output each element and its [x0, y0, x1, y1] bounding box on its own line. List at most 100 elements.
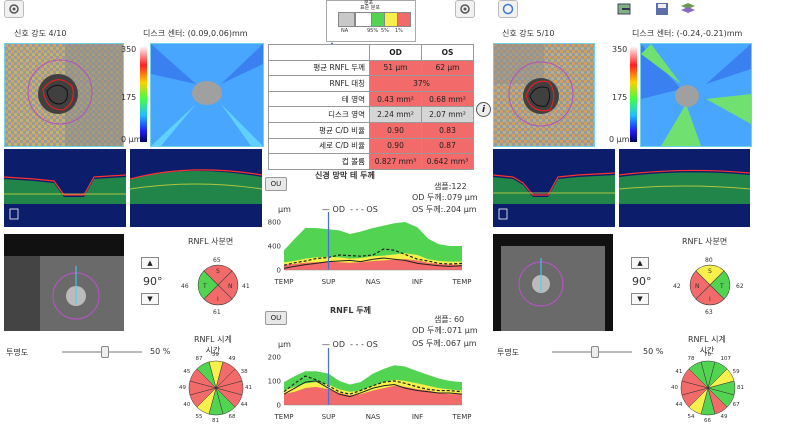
right-bscan-vertical[interactable]	[619, 149, 750, 227]
right-clock-value: 40	[671, 385, 678, 391]
right-thickness-colorbar	[630, 46, 637, 142]
row-od: 0.827 mm³	[369, 153, 422, 170]
left-signal-strength: 신호 강도 4/10	[14, 29, 67, 38]
table-row: 테 영역 0.43 mm² 0.68 mm²	[268, 90, 474, 108]
chart1-os-thickness: OS 두께:.204 µm	[412, 205, 477, 214]
layers-icon	[681, 3, 695, 13]
left-bscan-horizontal[interactable]	[4, 149, 126, 227]
legend-label-5: 5%	[381, 28, 389, 34]
right-disc-center: 디스크 센터: (-0.24,-0.21)mm	[632, 29, 743, 38]
parameters-table: OD OS 평균 RNFL 두께 51 µm 62 µm RNFL 대칭 37%…	[268, 44, 474, 170]
chart1-samples: 샘플:122	[434, 182, 467, 191]
save-button[interactable]	[652, 0, 672, 18]
right-scale-min: 0 µm	[609, 135, 630, 144]
left-angle-down-button[interactable]: ▼	[141, 293, 159, 305]
right-scale-mid: 175	[612, 93, 628, 102]
info-icon[interactable]: i	[476, 102, 491, 117]
right-clock-value: 49	[720, 413, 728, 420]
right-transparency-thumb[interactable]	[591, 346, 599, 358]
legend-swatch-yellow	[384, 12, 398, 27]
chart2-xtick: TEMP	[274, 413, 294, 421]
table-row: RNFL 대칭 37%	[268, 75, 474, 92]
table-row: 디스크 영역 2.24 mm² 2.07 mm²	[268, 106, 474, 123]
left-angle-up-button[interactable]: ▲	[141, 257, 159, 269]
table-row: 컵 볼륨 0.827 mm³ 0.642 mm³	[268, 153, 474, 170]
chart1-legend-od: OD	[332, 205, 346, 214]
row-name: 테 영역	[268, 90, 370, 108]
right-tsnit-label: RNFL 사분면	[682, 237, 728, 246]
right-signal-strength: 신호 강도 5/10	[502, 29, 555, 38]
left-clock-chart	[188, 360, 244, 416]
chart2-title: RNFL 두께	[330, 306, 371, 315]
row-name: 디스크 영역	[268, 106, 370, 123]
row-od: 2.24 mm²	[369, 106, 422, 123]
row-od: 0.43 mm²	[369, 90, 422, 108]
left-disc-center: 디스크 센터: (0.09,0.06)mm	[143, 29, 248, 38]
left-fundus-deviation-map[interactable]	[4, 43, 124, 147]
legend-swatch-na	[338, 12, 355, 27]
left-transparency-value: 50 %	[150, 347, 171, 356]
legend-label-na: NA	[341, 28, 349, 34]
right-clock-value: 41	[675, 368, 683, 375]
camera-button-left[interactable]	[4, 0, 24, 18]
right-clock-value: 70	[704, 352, 711, 358]
right-q-right: 62	[736, 283, 744, 290]
right-clock-value: 67	[732, 401, 740, 408]
export-button[interactable]	[615, 0, 635, 18]
layers-button[interactable]	[678, 0, 698, 18]
right-angle-down-button[interactable]: ▼	[631, 293, 649, 305]
left-clock-value: 59	[212, 352, 219, 358]
left-thickness-map[interactable]	[150, 43, 264, 147]
row-merged: 37%	[369, 75, 474, 92]
left-bscan-vertical[interactable]	[130, 149, 262, 227]
right-clock-value: 78	[687, 356, 695, 363]
right-quadrant-chart	[689, 264, 731, 306]
left-tsnit-label: RNFL 사분면	[188, 237, 234, 246]
right-scale-max: 350	[612, 45, 628, 54]
save-icon	[656, 3, 668, 15]
camera-icon	[9, 4, 19, 14]
chart1-ytick: 400	[268, 243, 281, 251]
chart2-plot: 0 100 200 TEMP SUP NAS INF TEMP	[268, 348, 471, 421]
table-header-os: OS	[421, 44, 474, 61]
left-q-left: 46	[181, 283, 189, 290]
legend-title: 분포	[364, 0, 374, 6]
chart1-title: 신경 망막 테 두께	[315, 171, 375, 180]
right-fundus-deviation-map[interactable]	[493, 43, 595, 147]
row-name: 세로 C/D 비율	[268, 137, 370, 155]
chart2-ou-button[interactable]: OU	[265, 311, 287, 325]
chart1-ou-button[interactable]: OU	[265, 177, 287, 191]
right-fundus-photo[interactable]	[493, 234, 613, 331]
right-clock-chart	[680, 360, 736, 416]
right-q-letter-n: N	[695, 283, 700, 290]
camera-button-center[interactable]	[455, 0, 475, 18]
left-fundus-photo[interactable]	[4, 234, 124, 331]
right-clock-value: 81	[737, 385, 744, 391]
right-bscan-horizontal[interactable]	[493, 149, 615, 227]
right-thickness-map[interactable]	[640, 43, 752, 147]
chart2-ytick: 0	[277, 402, 281, 410]
chart2-ytick: 200	[268, 353, 281, 361]
left-clock-label: RNFL 시계 시간	[194, 335, 232, 355]
row-os: 2.07 mm²	[421, 106, 474, 123]
legend-swatch-green	[371, 12, 385, 27]
chart2-xtick: INF	[412, 413, 423, 421]
chart1-os-line	[283, 248, 463, 266]
right-angle-up-button[interactable]: ▲	[631, 257, 649, 269]
chart1-legend: — OD - - - OS	[322, 205, 378, 214]
chart2-od-thickness: OD 두께:.071 µm	[412, 326, 478, 335]
left-transparency-label: 투명도	[6, 348, 29, 357]
chart1-ytick: 800	[268, 219, 281, 227]
left-clock-value: 44	[240, 401, 248, 408]
chart2-os-thickness: OS 두께:.067 µm	[412, 339, 477, 348]
left-q-top: 65	[213, 257, 221, 264]
row-os: 62 µm	[421, 59, 474, 77]
refresh-button[interactable]	[498, 0, 518, 18]
left-clock-value: 68	[228, 413, 236, 420]
left-q-letter-t: T	[203, 283, 207, 290]
row-name: RNFL 대칭	[268, 75, 370, 92]
left-q-letter-i: I	[217, 296, 219, 303]
left-transparency-thumb[interactable]	[101, 346, 109, 358]
chart2-od-line	[283, 380, 463, 398]
chart1-ylabel: µm	[278, 205, 291, 214]
